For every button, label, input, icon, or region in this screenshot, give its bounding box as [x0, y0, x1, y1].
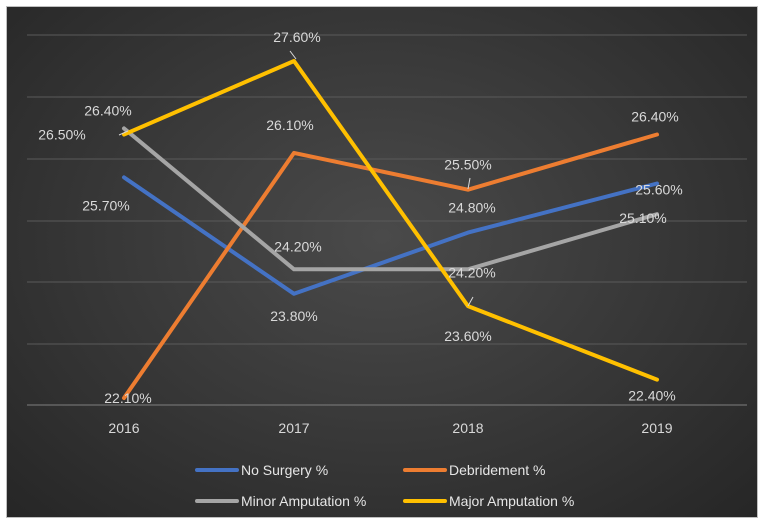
data-label: 22.40%	[628, 388, 675, 404]
line-chart: 2016 2017 2018 2019 25.70% 23.80% 24.80% 25.60…	[27, 29, 747, 509]
x-axis: 2016 2017 2018 2019	[108, 420, 672, 436]
data-label: 26.40%	[84, 103, 131, 119]
data-label: 25.70%	[82, 197, 129, 213]
leader-line	[289, 50, 297, 60]
data-label: 24.20%	[448, 264, 495, 280]
leader-line	[467, 296, 474, 307]
x-tick-label: 2017	[278, 420, 309, 436]
x-tick-label: 2019	[641, 420, 672, 436]
data-label: 23.60%	[444, 328, 491, 344]
data-label: 25.60%	[635, 182, 682, 198]
x-tick-label: 2018	[452, 420, 483, 436]
leader-line	[467, 177, 471, 190]
legend-label: No Surgery %	[241, 462, 328, 478]
data-label: 24.80%	[448, 200, 495, 216]
series-line-1	[122, 132, 659, 400]
series-lines	[122, 59, 659, 400]
data-label: 26.50%	[38, 126, 85, 142]
gridlines	[27, 34, 747, 406]
chart-area: 2016 2017 2018 2019 25.70% 23.80% 24.80% 25.60…	[6, 6, 758, 518]
data-label: 25.50%	[444, 157, 491, 173]
leader-line	[118, 130, 129, 136]
legend-label: Minor Amputation %	[241, 493, 366, 509]
data-label: 26.40%	[631, 109, 678, 125]
series-line-0	[122, 175, 659, 296]
data-label: 22.10%	[104, 390, 151, 406]
data-label: 25.10%	[619, 210, 666, 226]
data-label: 27.60%	[273, 29, 320, 45]
x-tick-label: 2016	[108, 420, 139, 436]
legend: No Surgery % Debridement % Minor Amputatio…	[195, 462, 574, 509]
data-labels: 25.70% 23.80% 24.80% 25.60% 22.10% 26.10% 25.5…	[38, 29, 682, 406]
data-label: 26.10%	[266, 117, 313, 133]
data-label: 24.20%	[274, 238, 321, 254]
legend-label: Debridement %	[449, 462, 546, 478]
series-line-3	[122, 59, 659, 382]
legend-label: Major Amputation %	[449, 493, 574, 509]
series-line-2	[122, 126, 659, 272]
data-label: 23.80%	[270, 308, 317, 324]
